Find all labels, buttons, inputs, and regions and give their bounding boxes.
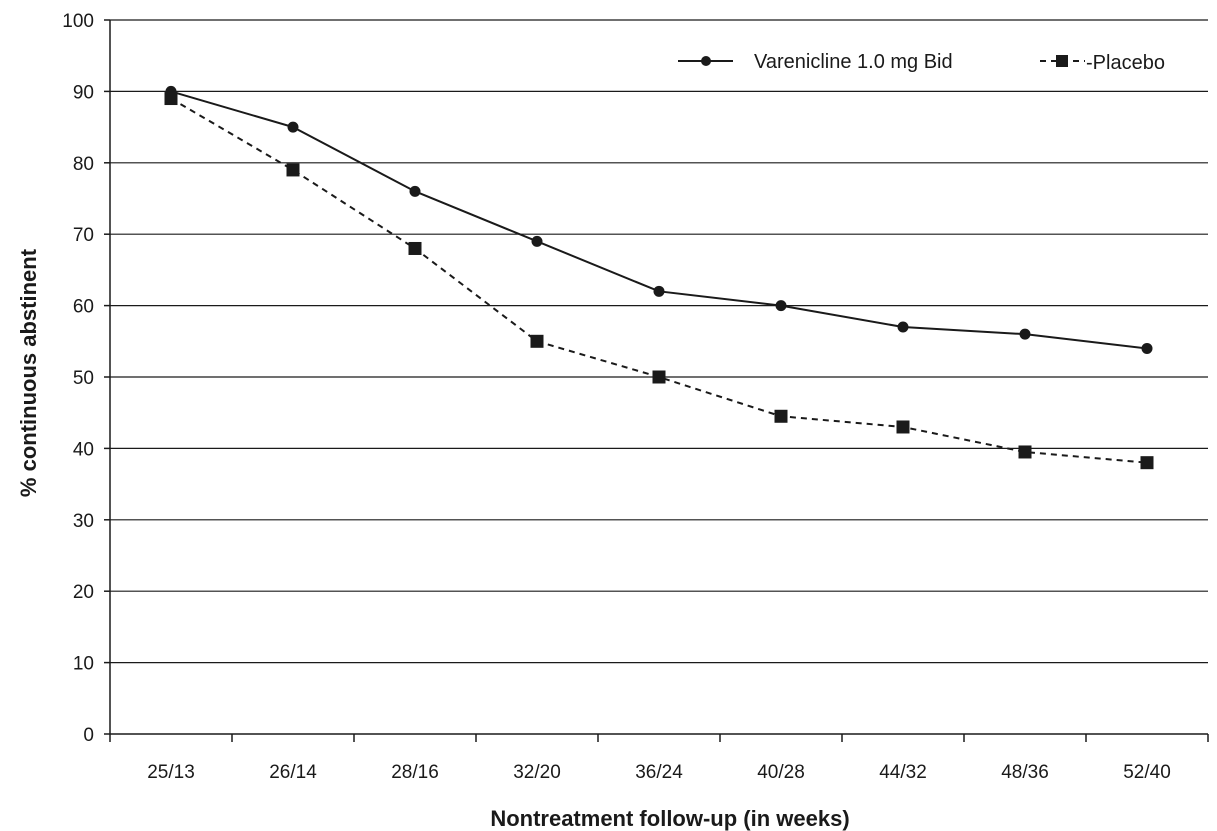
y-tick-label: 10 xyxy=(73,654,94,675)
data-point-square xyxy=(530,334,544,348)
y-tick-label: 80 xyxy=(73,154,94,175)
x-tick-label: 44/32 xyxy=(879,762,927,783)
series-line-0 xyxy=(170,90,1148,350)
data-point-circle xyxy=(897,321,909,333)
data-point-square xyxy=(408,241,422,255)
x-tick-label: 25/13 xyxy=(147,762,195,783)
data-point-circle xyxy=(653,285,665,297)
y-tick-label: 100 xyxy=(62,11,94,32)
y-tick-label: 70 xyxy=(73,225,94,246)
y-tick-labels: 0 10 20 30 40 50 60 70 80 90 100 xyxy=(62,11,110,746)
data-point-square xyxy=(1140,456,1154,470)
data-point-square xyxy=(1018,445,1032,459)
legend-placebo-marker xyxy=(1056,55,1068,67)
y-tick-label: 30 xyxy=(73,511,94,532)
data-point-circle xyxy=(775,300,787,312)
data-point-square xyxy=(164,92,178,106)
x-tick-label: 28/16 xyxy=(391,762,439,783)
data-point-square xyxy=(286,163,300,177)
series-group xyxy=(164,85,1154,470)
x-tick-label: 36/24 xyxy=(635,762,683,783)
data-point-circle xyxy=(1019,328,1031,340)
legend: Varenicline 1.0 mg Bid -Placebo xyxy=(678,51,1165,74)
legend-varenicline-marker xyxy=(701,56,711,66)
legend-placebo-label: -Placebo xyxy=(1086,52,1165,74)
y-tick-label: 90 xyxy=(73,82,94,103)
gridlines xyxy=(110,19,1208,664)
x-axis-title: Nontreatment follow-up (in weeks) xyxy=(490,806,849,831)
data-point-square xyxy=(774,409,788,423)
x-tick-label: 48/36 xyxy=(1001,762,1049,783)
y-tick-label: 20 xyxy=(73,582,94,603)
x-tick-label: 52/40 xyxy=(1123,762,1171,783)
legend-placebo-name: Placebo xyxy=(1093,52,1165,74)
y-tick-label: 0 xyxy=(83,725,94,746)
y-tick-label: 40 xyxy=(73,439,94,460)
data-point-circle xyxy=(531,235,543,247)
data-point-circle xyxy=(287,121,299,133)
x-tick-label: 40/28 xyxy=(757,762,805,783)
x-tick-label: 26/14 xyxy=(269,762,317,783)
data-point-square xyxy=(896,420,910,434)
x-tick-label: 32/20 xyxy=(513,762,561,783)
data-point-circle xyxy=(409,185,421,197)
y-tick-label: 50 xyxy=(73,368,94,389)
y-axis-title: % continuous abstinent xyxy=(16,248,41,497)
data-point-square xyxy=(652,370,666,384)
series-line-1 xyxy=(170,97,1148,464)
data-point-circle xyxy=(1141,342,1153,354)
legend-placebo-prefix: - xyxy=(1086,52,1093,74)
x-tick-labels: 25/13 26/14 28/16 32/20 36/24 40/28 44/32 48/36… xyxy=(109,734,1209,783)
y-tick-label: 60 xyxy=(73,297,94,318)
legend-varenicline-label: Varenicline 1.0 mg Bid xyxy=(754,51,953,73)
